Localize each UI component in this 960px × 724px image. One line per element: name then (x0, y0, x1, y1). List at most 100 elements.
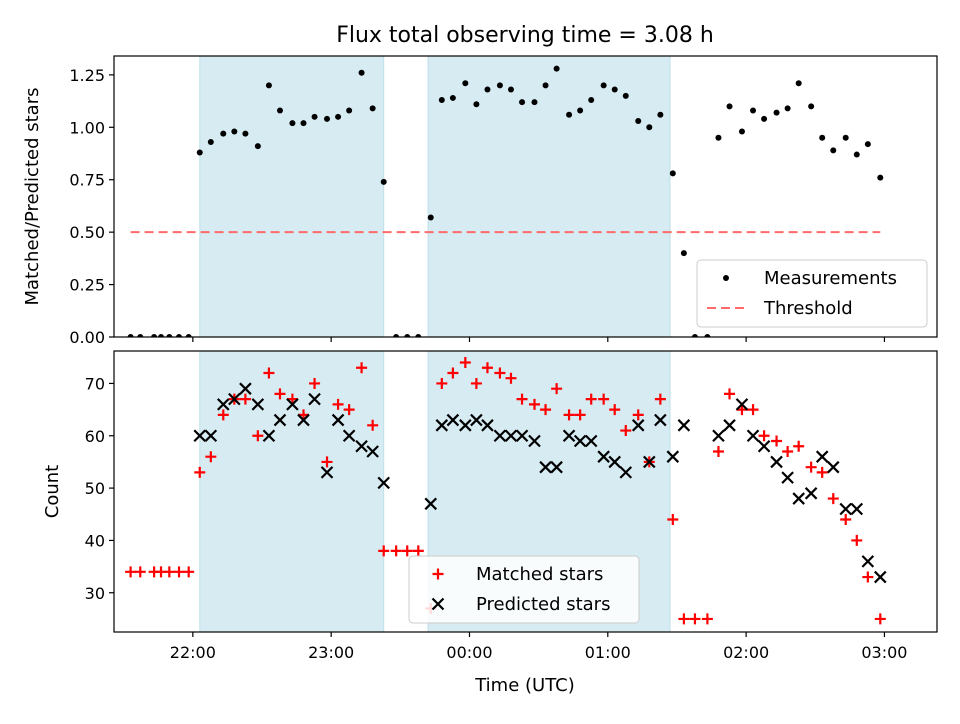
point-matched-stars (516, 393, 528, 405)
point-measurements (346, 107, 353, 114)
point-matched-stars (459, 357, 471, 369)
point-predicted-stars (239, 382, 252, 395)
y-tick-label: 1.00 (69, 118, 105, 137)
point-matched-stars (163, 566, 175, 578)
point-matched-stars (274, 388, 286, 400)
y-tick-label: 0.75 (69, 171, 105, 190)
data-series (125, 357, 887, 625)
point-matched-stars (712, 445, 724, 457)
point-measurements (438, 97, 445, 104)
y-tick-label: 50 (85, 479, 105, 498)
point-measurements (877, 174, 884, 181)
point-measurements (646, 124, 653, 131)
point-measurements (242, 130, 249, 137)
point-predicted-stars (320, 466, 334, 479)
point-predicted-stars (654, 413, 667, 427)
point-matched-stars (758, 430, 770, 442)
point-measurements (738, 128, 745, 135)
point-matched-stars (667, 513, 679, 525)
point-matched-stars (747, 404, 759, 416)
point-measurements (358, 69, 365, 76)
point-predicted-stars (631, 419, 645, 432)
point-predicted-stars (826, 460, 840, 474)
point-matched-stars (297, 409, 309, 421)
point-measurements (404, 334, 411, 337)
point-matched-stars (252, 430, 264, 442)
point-matched-stars (598, 393, 610, 405)
point-measurements (496, 82, 503, 89)
point-predicted-stars (355, 439, 368, 453)
point-predicted-stars (804, 487, 818, 500)
point-measurements (542, 82, 549, 89)
y-tick-label: 40 (85, 531, 105, 550)
point-measurements (704, 334, 711, 337)
point-measurements (265, 82, 272, 89)
point-measurements (276, 107, 283, 114)
point-predicted-stars (435, 419, 449, 432)
point-measurements (254, 143, 261, 150)
point-measurements (611, 86, 618, 93)
point-measurements (473, 101, 480, 108)
point-matched-stars (736, 404, 748, 416)
point-predicted-stars (481, 419, 494, 432)
point-predicted-stars (781, 471, 794, 484)
point-matched-stars (239, 393, 251, 405)
x-tick-label: 02:00 (723, 643, 769, 662)
point-matched-stars (412, 545, 424, 557)
point-matched-stars (701, 613, 713, 625)
plot-frame (113, 55, 938, 338)
point-measurements (300, 120, 307, 127)
y-tick-label: 60 (85, 427, 105, 446)
point-measurements (531, 99, 538, 106)
point-matched-stars (528, 398, 540, 410)
point-predicted-stars (366, 445, 379, 458)
point-matched-stars (782, 445, 794, 457)
point-predicted-stars (539, 460, 552, 474)
point-matched-stars (447, 367, 459, 379)
point-matched-stars (173, 566, 185, 578)
shaded-interval-2 (427, 55, 671, 338)
point-matched-stars (585, 393, 597, 405)
y-tick-label: 1.25 (69, 66, 105, 85)
point-measurements (166, 334, 173, 337)
point-matched-stars (678, 613, 690, 625)
shaded-interval-1 (199, 350, 385, 633)
point-matched-stars (840, 513, 852, 525)
x-tick-label: 01:00 (585, 643, 631, 662)
point-predicted-stars (331, 413, 345, 427)
y-axis-label: Matched/Predicted stars (22, 88, 43, 306)
point-predicted-stars (216, 398, 230, 411)
point-matched-stars (827, 493, 839, 505)
point-measurements (158, 334, 165, 337)
point-matched-stars (309, 377, 321, 389)
point-matched-stars (771, 435, 783, 447)
point-measurements (335, 113, 342, 120)
point-predicted-stars (643, 455, 656, 469)
point-measurements (289, 120, 296, 127)
point-predicted-stars (562, 429, 576, 443)
point-predicted-stars (273, 413, 287, 427)
point-matched-stars (205, 451, 217, 463)
point-measurements (588, 97, 595, 104)
point-predicted-stars (757, 439, 771, 453)
point-matched-stars (540, 404, 552, 416)
legend-label: Measurements (764, 268, 897, 289)
point-matched-stars (724, 388, 736, 400)
point-predicted-stars (597, 450, 610, 463)
x-tick-label: 22:00 (170, 643, 216, 662)
point-matched-stars (632, 409, 644, 421)
point-matched-stars (862, 571, 874, 583)
point-predicted-stars (550, 460, 563, 474)
point-measurements (830, 147, 837, 154)
point-measurements (784, 105, 791, 112)
point-predicted-stars (584, 434, 598, 448)
data-series (127, 65, 884, 337)
point-matched-stars (194, 466, 206, 478)
point-matched-stars (793, 440, 805, 452)
y-tick-label: 0.25 (69, 276, 105, 295)
point-predicted-stars (712, 429, 725, 443)
point-matched-stars (367, 419, 379, 431)
point-measurements (600, 82, 607, 89)
point-predicted-stars (839, 502, 852, 516)
point-measurements (127, 334, 134, 337)
